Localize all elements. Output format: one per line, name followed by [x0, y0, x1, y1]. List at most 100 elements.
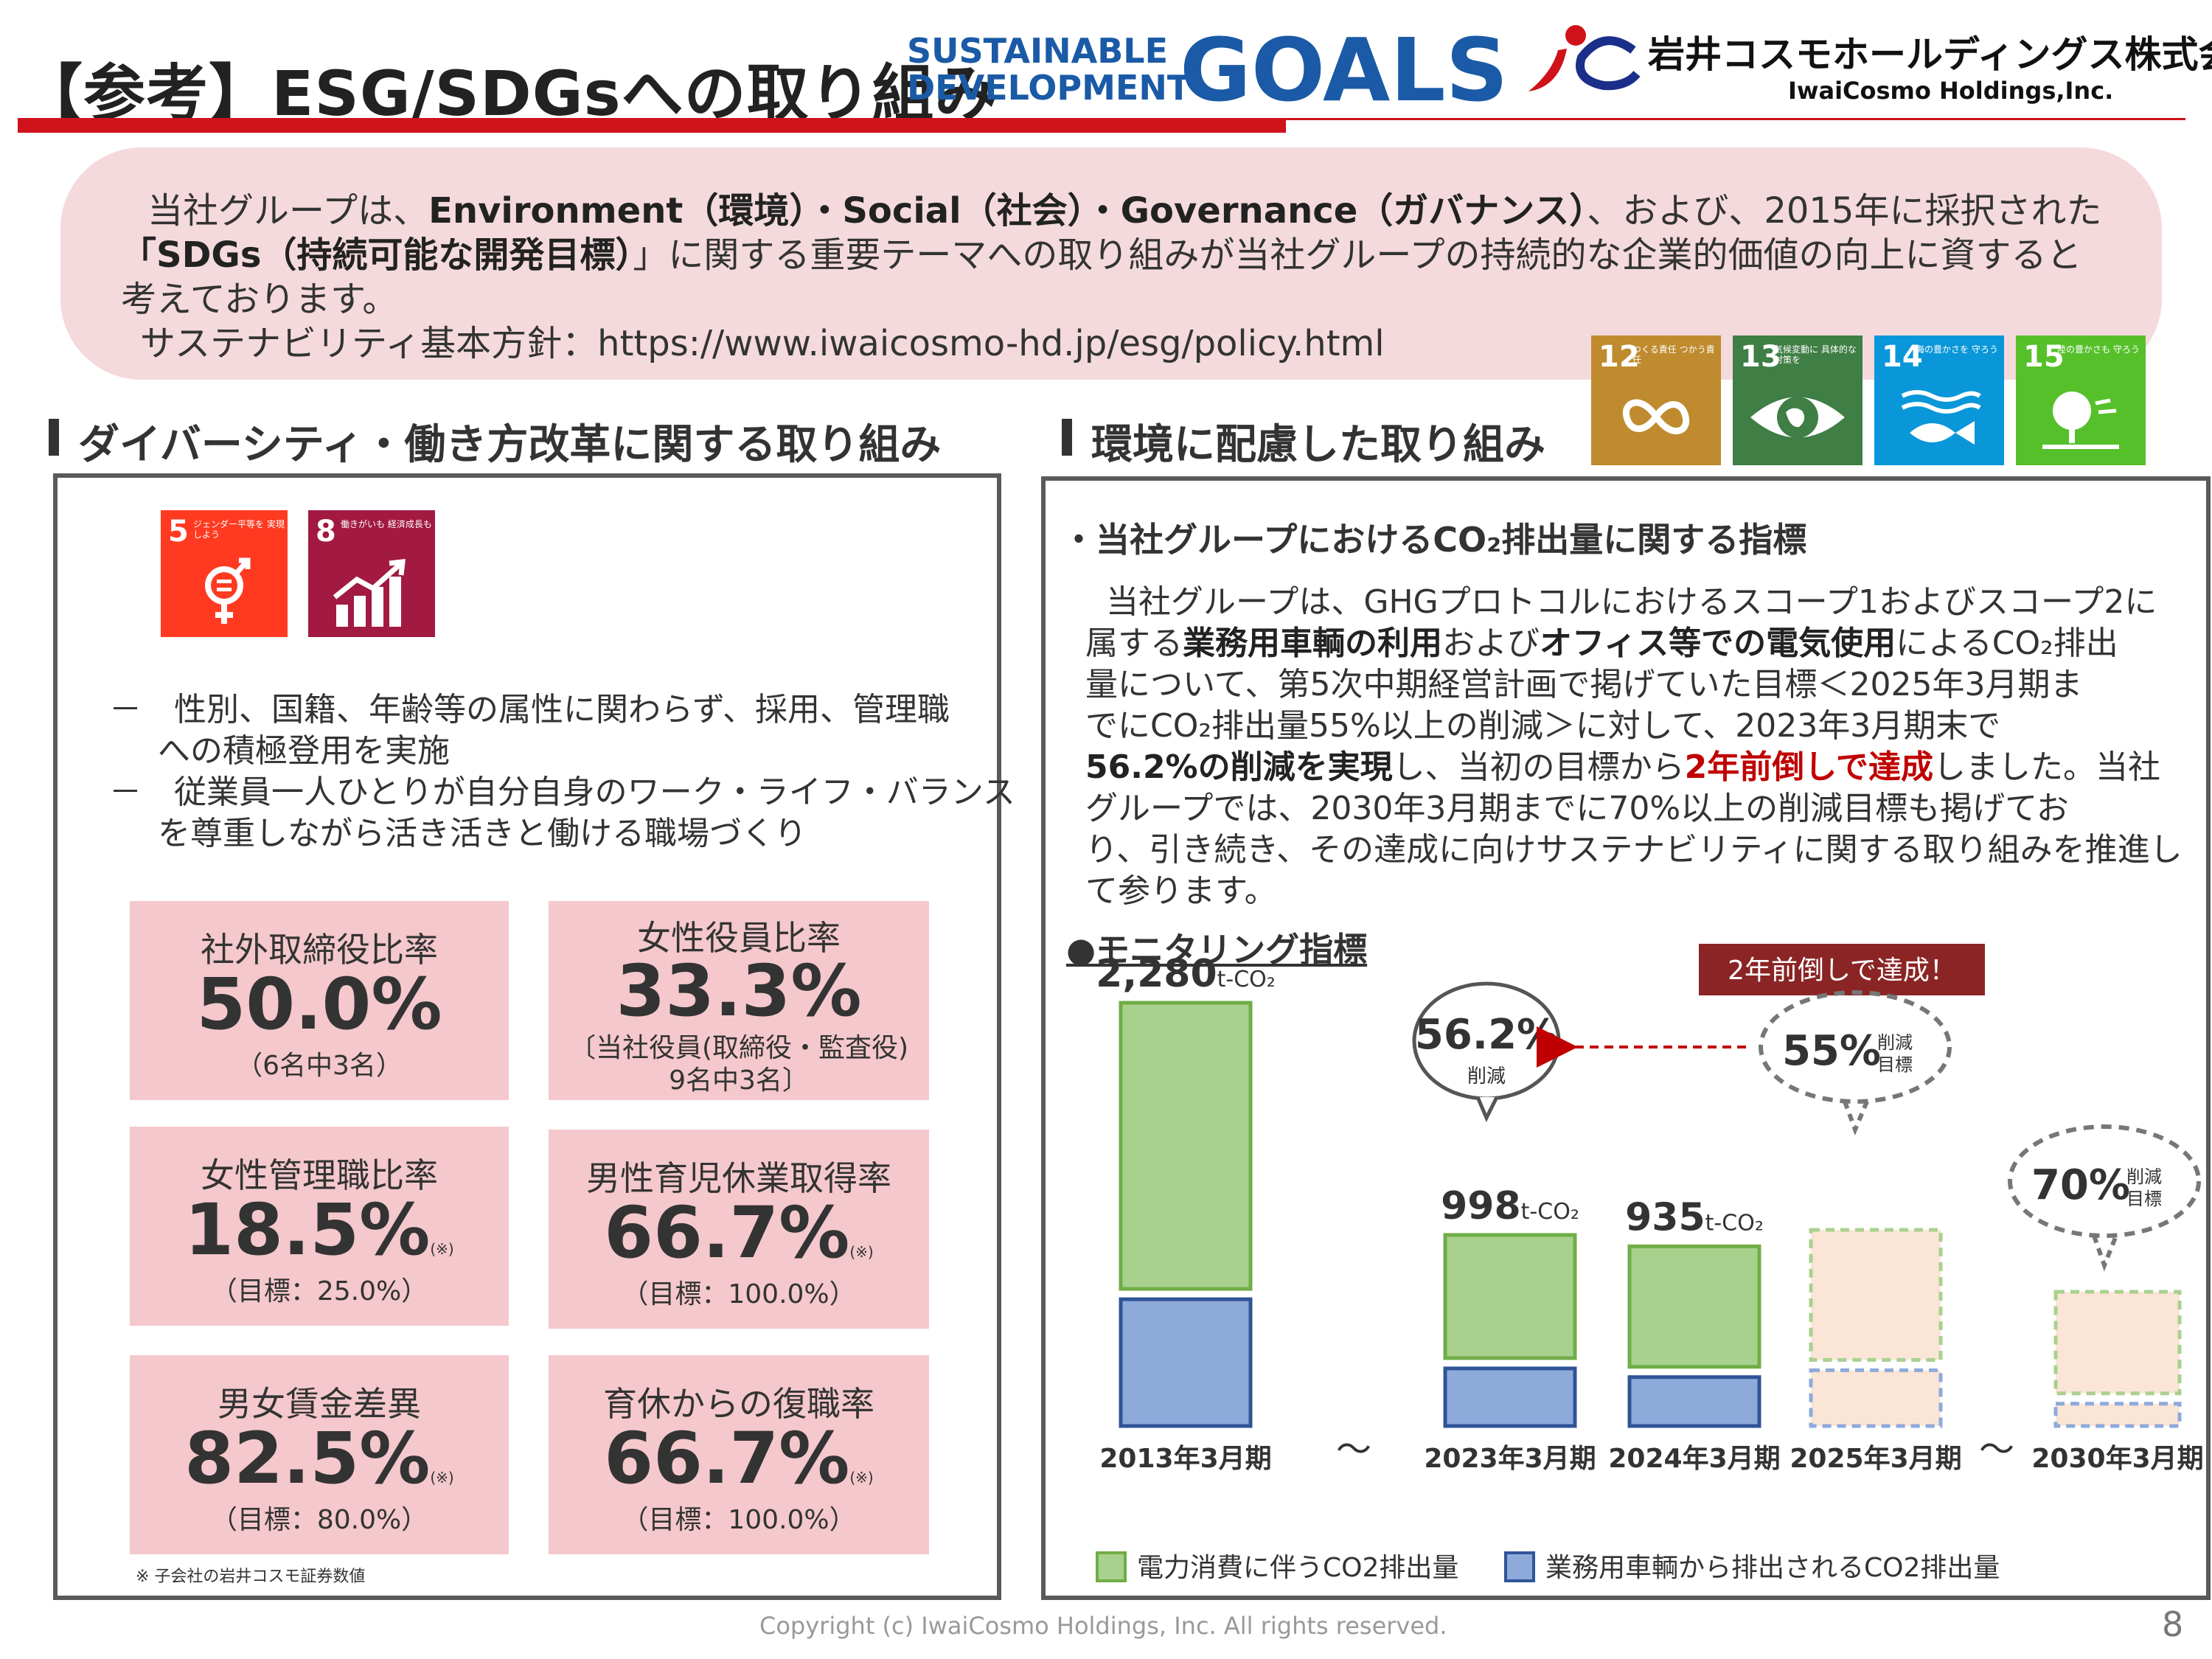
kpi-label: 育休からの復職率 — [603, 1384, 874, 1424]
intro-line-2: 「SDGs（持続可能な開発目標）」に関する重要テーマへの取り組みが当社グループの… — [121, 226, 2082, 277]
copyright: Copyright (c) IwaiCosmo Holdings, Inc. A… — [759, 1612, 1447, 1640]
category-label-1: 2023年3月期 — [1424, 1444, 1596, 1474]
legend-label-vehicles: 業務用車輌から排出されるCO2排出量 — [1545, 1553, 2000, 1583]
co2-text-6: グループでは、2030年3月期までに70%以上の削減目標も掲げてお — [1085, 790, 2069, 827]
kpi-value: 33.3% — [549, 950, 929, 1032]
kpi-value-text: 66.7% — [604, 1192, 850, 1274]
kpi-card-gender-pay-gap: 男女賃金差異 82.5%(※) （目標：80.0%） — [130, 1355, 509, 1554]
bullet-1-line-2: への積極登用を実施 — [158, 732, 450, 770]
kpi-note: （目標：25.0%） — [210, 1276, 428, 1307]
tile-label: ジェンダー平等を 実現しよう — [193, 519, 285, 540]
text: しました。当社 — [1933, 748, 2160, 786]
kpi-label: 男性育児休業取得率 — [586, 1158, 891, 1198]
policy-link[interactable]: サステナビリティ基本方針：https://www.iwaicosmo-hd.jp… — [140, 323, 1385, 364]
text-bold: 56.2%の削減を実現 — [1085, 748, 1393, 786]
monitoring-title: ●モニタリング指標 — [1066, 930, 1368, 970]
kpi-note: （目標：100.0%） — [622, 1279, 856, 1310]
kpi-card-female-managers: 女性管理職比率 18.5%(※) （目標：25.0%） — [130, 1127, 509, 1326]
tile-number: 14 — [1882, 340, 1923, 374]
tile-label: 海の豊かさを 守ろう — [1916, 344, 1998, 355]
infinity-icon — [1622, 399, 1690, 434]
intro-text: 当社グループは、 — [147, 190, 429, 232]
co2-chart: 2年前倒しで達成！ 56.2% 削減 55% 削減 目標 70% 削減 目標 〜… — [1096, 944, 2204, 1583]
target-2025-bubble: 55% 削減 目標 — [1759, 990, 1952, 1136]
kpi-note: （目標：100.0%） — [622, 1505, 856, 1535]
kpi-value-text: 82.5% — [184, 1417, 431, 1500]
kpi-mark: (※) — [849, 1469, 874, 1486]
axis-break-2: 〜 — [1979, 1429, 2014, 1470]
bar-electricity-1 — [1443, 1233, 1577, 1360]
intro-text: 、および、2015年に採択された — [1587, 190, 2102, 232]
category-label-2: 2024年3月期 — [1608, 1444, 1780, 1474]
text: 属する — [1085, 625, 1183, 662]
page-number: 8 — [2162, 1604, 2184, 1644]
title-accent-bar — [18, 119, 1286, 133]
growth-chart-icon — [333, 559, 406, 627]
chart-legend: 電力消費に伴うCO2排出量 業務用車輌から排出されるCO2排出量 — [1096, 1551, 2000, 1583]
environment-panel: ・当社グループにおけるCO₂排出量に関する指標 当社グループは、GHGプロトコル… — [1041, 476, 2211, 1600]
early-achievement-badge-text: 2年前倒しで達成！ — [1728, 956, 1956, 986]
bullet-2-line-1: － 従業員一人ひとりが自分自身のワーク・ライフ・バランス — [109, 773, 1015, 811]
intro-line-3: 考えております。 — [121, 279, 398, 320]
target-2030-label-2: 目標 — [2126, 1189, 2162, 1209]
tile-number: 12 — [1599, 340, 1640, 374]
category-label-4: 2030年3月期 — [2031, 1444, 2203, 1474]
target-2030-bubble: 70% 削減 目標 — [2008, 1124, 2201, 1272]
kpi-value-text: 18.5% — [184, 1189, 431, 1271]
diversity-heading: ダイバーシティ・働き方改革に関する取り組み — [78, 421, 942, 469]
tile-label: 気候変動に 具体的な対策を — [1774, 344, 1857, 365]
target-2025-value: 55% — [1782, 1027, 1881, 1075]
company-logo: 岩井コスモホールディングス株式会社 IwaiCosmo Holdings,Inc… — [1523, 21, 2212, 109]
co2-text-4: でにCO₂排出量55%以上の削減＞に対して、2023年3月期末で — [1085, 707, 2001, 745]
early-achievement-badge — [1699, 944, 1985, 995]
bar-vehicles-0 — [1119, 1297, 1253, 1428]
text: によるCO₂排出 — [1896, 625, 2118, 662]
kpi-note: 〔当社役員(取締役・監査役) — [568, 1033, 909, 1063]
tile-label: 陸の豊かさも 守ろう — [2057, 344, 2140, 355]
kpi-note-2: 9名中3名〕 — [669, 1065, 809, 1096]
kpi-label: 男女賃金差異 — [218, 1384, 421, 1424]
co2-text-3: 量について、第5次中期経営計画で掲げていた目標＜2025年3月期ま — [1085, 666, 2083, 703]
legend-swatch-electricity — [1096, 1551, 1127, 1582]
co2-text-8: て参ります。 — [1085, 872, 1277, 910]
page-title: 【参考】ESG/SDGsへの取り組み — [21, 58, 998, 130]
target-2025-label-2: 目標 — [1877, 1054, 1913, 1075]
intro-text: 」に関する重要テーマへの取り組みが当社グループの持続的な企業的価値の向上に資する… — [633, 234, 2082, 276]
kpi-value-text: 50.0% — [196, 963, 442, 1046]
kpi-value-text: 33.3% — [616, 950, 862, 1032]
sdg-tile-13: 13 気候変動に 具体的な対策を — [1733, 335, 1863, 465]
kpi-note: （目標：80.0%） — [210, 1505, 428, 1535]
kpi-card-return-rate: 育休からの復職率 66.7%(※) （目標：100.0%） — [549, 1355, 929, 1554]
co2-subheading: ・当社グループにおけるCO₂排出量に関する指標 — [1062, 520, 1807, 560]
category-label-3: 2025年3月期 — [1790, 1444, 1961, 1474]
sdg-tile-12: 12 つくる責任 つかう責任 — [1591, 335, 1721, 465]
sdg-logo: SUSTAINABLE DEVELOPMENT GOALS — [907, 27, 1509, 118]
bar-electricity-2 — [1627, 1244, 1761, 1369]
intro-esg-text: Environment（環境）・Social（社会）・Governance（ガバ… — [428, 190, 1587, 232]
kpi-value-text: 66.7% — [604, 1417, 850, 1500]
target-bar-electricity-4 — [2053, 1290, 2182, 1396]
tile-number: 13 — [1740, 340, 1781, 374]
sdg-tile-14: 14 海の豊かさを 守ろう — [1874, 335, 2004, 465]
tile-label: 働きがいも 経済成長も — [341, 519, 432, 529]
sdg-tile-8: 8 働きがいも 経済成長も — [308, 510, 435, 637]
axis-break-1: 〜 — [1336, 1429, 1371, 1470]
kpi-mark: (※) — [849, 1243, 874, 1261]
kpi-label: 女性役員比率 — [637, 918, 841, 958]
kpi-value: 66.7%(※) — [549, 1192, 929, 1274]
target-bar-electricity-3 — [1809, 1228, 1943, 1362]
kpi-card-female-officers: 女性役員比率 33.3% 〔当社役員(取締役・監査役) 9名中3名〕 — [549, 901, 929, 1100]
section-marker — [49, 419, 59, 456]
legend-label-electricity: 電力消費に伴うCO2排出量 — [1137, 1553, 1458, 1583]
gender-icon — [205, 557, 251, 624]
eye-globe-icon — [1750, 397, 1845, 438]
bars-layer — [1119, 1001, 2182, 1428]
text-bold: 業務用車輌の利用 — [1183, 625, 1442, 662]
target-2030-label: 削減 — [2126, 1166, 2162, 1187]
sdg-logo-line1: SUSTAINABLE — [907, 31, 1169, 71]
tile-number: 5 — [168, 515, 189, 549]
intro-line-1: 当社グループは、Environment（環境）・Social（社会）・Gover… — [147, 181, 2101, 233]
achieved-reduction-label: 削減 — [1467, 1065, 1506, 1088]
text: および — [1442, 625, 1540, 662]
kpi-mark: (※) — [430, 1469, 454, 1486]
